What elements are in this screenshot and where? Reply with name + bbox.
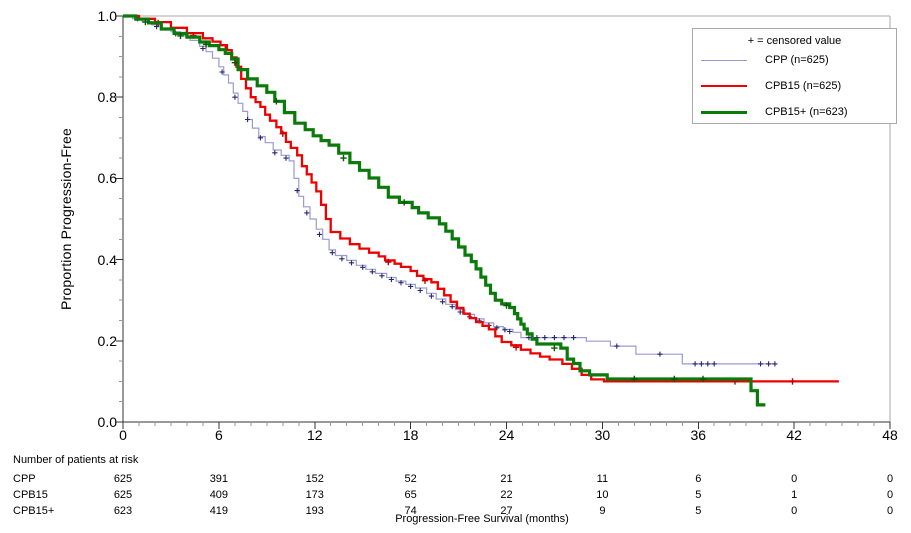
- x-tick-label-30: 30: [594, 427, 611, 443]
- legend-row-cpb15: CPB15 (n=625): [693, 79, 896, 93]
- y-tick-label-0.4: 0.4: [97, 251, 117, 268]
- y-tick-label-0.8: 0.8: [97, 89, 117, 106]
- y-tick-label-0.0: 0.0: [97, 414, 117, 430]
- at-risk-cpb15+-m30: 9: [599, 505, 606, 517]
- at-risk-table-title: Number of patients at risk: [13, 454, 139, 466]
- cpp-line-swatch: [701, 59, 747, 61]
- legend-label-cpb15: CPB15 (n=625): [765, 80, 842, 92]
- legend-label-cpb15plus: CPB15+ (n=623): [765, 106, 848, 118]
- x-tick-label-0: 0: [119, 427, 127, 443]
- legend-row-cpp: CPP (n=625): [693, 53, 896, 67]
- x-tick-label-36: 36: [690, 427, 707, 443]
- at-risk-cpp-m42: 0: [791, 473, 798, 485]
- at-risk-row-label-cpp: CPP: [13, 473, 36, 485]
- at-risk-cpb15-m6: 409: [209, 489, 229, 501]
- x-tick-label-42: 42: [786, 427, 802, 443]
- at-risk-cpp-m48: 0: [886, 473, 894, 485]
- at-risk-cpb15-m48: 0: [886, 489, 894, 501]
- x-axis-title: Progression-Free Survival (months): [395, 513, 569, 525]
- at-risk-row-label-cpb15+: CPB15+: [13, 505, 55, 517]
- at-risk-cpb15-m12: 173: [305, 489, 324, 501]
- at-risk-cpp-m18: 52: [404, 473, 417, 485]
- at-risk-cpb15-m24: 22: [500, 489, 513, 501]
- at-risk-cpb15+-m12: 193: [305, 505, 324, 517]
- x-major-ticks: [122, 422, 891, 429]
- cpb15plus-line-swatch: [701, 110, 747, 114]
- at-risk-row-label-cpb15: CPB15: [13, 489, 48, 501]
- curve-cpb15+: [123, 14, 766, 407]
- at-risk-cpb15-m0: 625: [113, 489, 133, 501]
- at-risk-cpb15-m36: 5: [695, 489, 702, 501]
- x-tick-label-6: 6: [214, 427, 223, 443]
- curve-cpb15: [123, 14, 839, 383]
- at-risk-cpb15+-m24: 27: [500, 505, 513, 517]
- at-risk-cpb15-m30: 10: [596, 489, 609, 501]
- x-tick-label-48: 48: [882, 427, 898, 443]
- legend-label-cpp: CPP (n=625): [765, 54, 829, 66]
- censor-marks-cpb15+: [142, 18, 707, 383]
- at-risk-cpb15-m18: 65: [404, 489, 417, 501]
- y-major-ticks: [116, 15, 123, 423]
- x-tick-label-18: 18: [402, 427, 419, 443]
- cpb15-line-swatch: [701, 85, 747, 87]
- at-risk-cpb15+-m6: 419: [209, 505, 229, 517]
- at-risk-cpb15+-m48: 0: [886, 505, 894, 517]
- y-tick-label-0.2: 0.2: [97, 332, 117, 349]
- y-axis-title: Proportion Progression-Free: [58, 127, 74, 311]
- at-risk-cpb15+-m36: 5: [695, 505, 702, 517]
- x-minor-ticks: [138, 422, 875, 426]
- at-risk-cpb15-m42: 1: [791, 489, 798, 501]
- y-tick-label-1.0: 1.0: [97, 8, 117, 24]
- legend-censored-note: + = censored value: [747, 35, 842, 47]
- at-risk-cpp-m0: 625: [113, 473, 133, 485]
- y-minor-ticks: [119, 35, 123, 403]
- at-risk-cpp-m24: 21: [500, 473, 513, 485]
- at-risk-cpp-m30: 11: [596, 473, 609, 485]
- at-risk-cpb15+-m42: 0: [791, 505, 798, 517]
- at-risk-cpp-m12: 152: [305, 473, 324, 485]
- curve-cpp: [123, 15, 775, 365]
- y-tick-label-0.6: 0.6: [97, 170, 117, 187]
- legend: + = censored value CPP (n=625) CPB15 (n=…: [692, 28, 897, 124]
- at-risk-cpp-m6: 391: [209, 473, 229, 485]
- x-tick-label-12: 12: [306, 427, 323, 443]
- at-risk-cpb15+-m18: 74: [404, 505, 417, 517]
- x-tick-label-24: 24: [498, 427, 515, 443]
- at-risk-cpb15+-m0: 623: [113, 505, 133, 517]
- at-risk-cpp-m36: 6: [695, 473, 702, 485]
- censor-marks-cpp: [134, 16, 778, 367]
- legend-row-cpb15plus: CPB15+ (n=623): [693, 105, 896, 119]
